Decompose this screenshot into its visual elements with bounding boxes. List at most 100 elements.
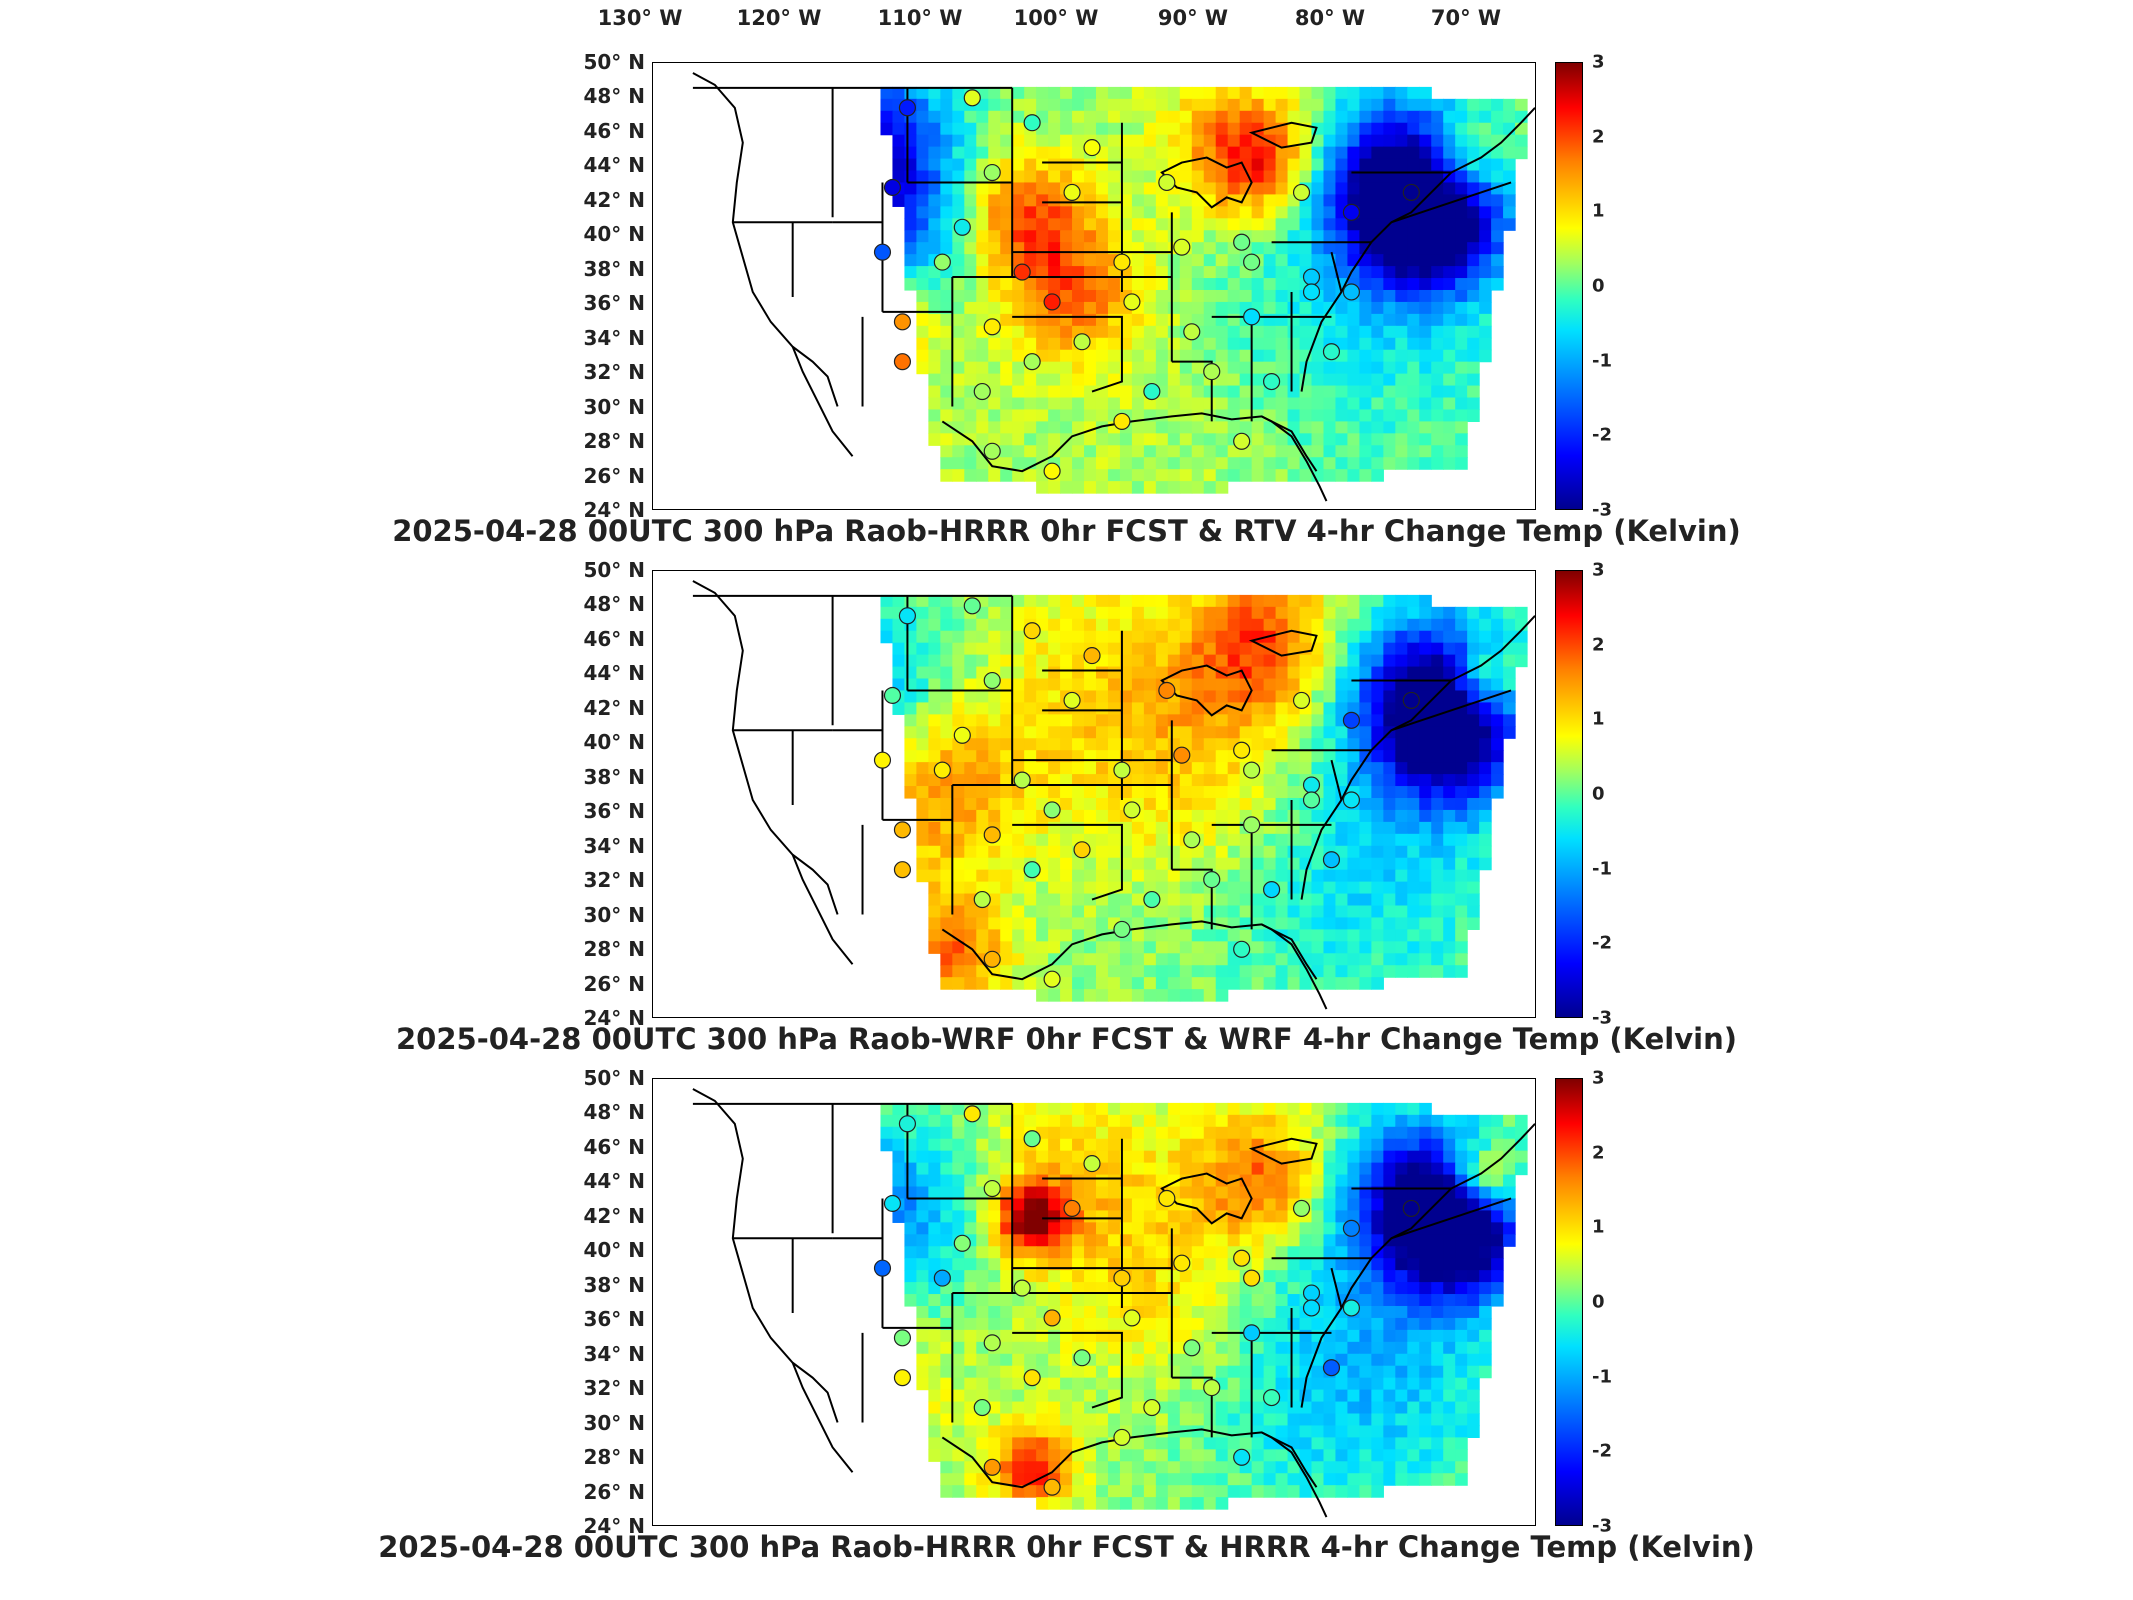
boundary-line xyxy=(692,580,839,915)
station-marker xyxy=(1143,1398,1161,1417)
lon-tick-label: 110° W xyxy=(877,6,963,30)
boundary-line xyxy=(1160,629,1318,717)
lat-tick-label: 38° N xyxy=(583,1272,645,1297)
lat-tick-label: 32° N xyxy=(583,868,645,893)
lat-tick-label: 30° N xyxy=(583,394,645,419)
colorbar-tick-label: 2 xyxy=(1592,126,1605,148)
station-marker xyxy=(1263,881,1281,899)
temperature-field xyxy=(880,594,1528,1002)
station-marker xyxy=(1063,691,1081,709)
station-marker xyxy=(873,1259,892,1277)
boundary-line xyxy=(1330,759,1343,801)
station-marker xyxy=(1302,776,1321,794)
colorbar-tick-label: 0 xyxy=(1592,1291,1605,1313)
map-rtv xyxy=(652,62,1536,510)
station-marker xyxy=(873,243,892,261)
colorbar-tick-label: -3 xyxy=(1592,1515,1612,1537)
station-marker xyxy=(1083,1155,1101,1173)
station-marker xyxy=(933,1269,951,1287)
station-marker xyxy=(1023,353,1041,371)
temperature-field xyxy=(880,1102,1528,1510)
station-marker xyxy=(1342,711,1360,729)
station-marker xyxy=(1083,139,1101,157)
lat-tick-label: 30° N xyxy=(583,1410,645,1435)
lat-tick-label: 48° N xyxy=(583,1100,645,1125)
lon-tick-label: 70° W xyxy=(1430,6,1502,30)
raob-stations xyxy=(873,89,1420,480)
boundary-line xyxy=(1391,1197,1512,1240)
station-marker xyxy=(1023,1130,1041,1148)
station-marker xyxy=(953,218,971,236)
station-marker xyxy=(1013,263,1031,281)
boundaries xyxy=(692,72,1535,502)
station-marker xyxy=(1302,1299,1321,1317)
station-marker xyxy=(973,1398,991,1417)
lat-tick-label: 50° N xyxy=(583,50,645,74)
colorbar-tick-label: 2 xyxy=(1592,634,1605,656)
station-marker xyxy=(893,1329,912,1347)
station-marker xyxy=(873,751,892,769)
raob-stations xyxy=(873,1105,1420,1496)
station-marker xyxy=(1233,741,1251,759)
station-marker xyxy=(1243,816,1261,834)
boundary-line xyxy=(1171,868,1213,930)
boundary-line xyxy=(791,1362,854,1473)
station-marker xyxy=(1173,238,1191,256)
station-marker xyxy=(1083,647,1101,665)
station-marker xyxy=(1013,1279,1031,1297)
colorbar-tick-label: 3 xyxy=(1592,559,1605,581)
colorbar-tick-label: -1 xyxy=(1592,858,1612,880)
station-marker xyxy=(1292,691,1311,709)
station-marker xyxy=(1322,343,1341,361)
station-marker xyxy=(1302,268,1321,286)
colorbar-tick-label: -3 xyxy=(1592,1007,1612,1029)
boundary-line xyxy=(692,72,839,407)
lat-tick-label: 44° N xyxy=(583,1169,645,1194)
station-marker xyxy=(1203,1379,1221,1397)
station-marker xyxy=(1243,761,1261,779)
boundary-line xyxy=(1391,181,1512,224)
station-marker xyxy=(1263,1389,1281,1407)
station-marker xyxy=(898,607,917,625)
station-marker xyxy=(983,826,1001,844)
lat-tick-label: 28° N xyxy=(583,429,645,454)
station-marker xyxy=(898,1115,917,1133)
boundaries xyxy=(692,580,1535,1010)
station-marker xyxy=(953,726,971,744)
station-marker xyxy=(883,178,902,197)
colorbar-tick-label: 3 xyxy=(1592,51,1605,73)
lon-tick-label: 90° W xyxy=(1157,6,1229,30)
station-marker xyxy=(1023,114,1041,132)
station-marker xyxy=(1402,1199,1420,1217)
boundary-line xyxy=(941,920,1318,981)
station-marker xyxy=(1073,841,1091,859)
colorbar-tick-label: -2 xyxy=(1592,1440,1612,1462)
lat-tick-label: 26° N xyxy=(583,1479,645,1504)
station-marker xyxy=(1073,1349,1091,1367)
station-marker xyxy=(1113,412,1131,430)
colorbar-tick-label: 1 xyxy=(1592,708,1605,730)
station-marker xyxy=(1183,323,1201,341)
station-marker xyxy=(973,890,991,909)
station-marker xyxy=(953,1234,971,1252)
station-marker xyxy=(1123,1309,1141,1327)
station-marker xyxy=(1123,293,1141,311)
station-marker xyxy=(1263,373,1281,391)
lat-tick-label: 32° N xyxy=(583,1376,645,1401)
boundary-line xyxy=(1261,415,1328,502)
lat-tick-label: 26° N xyxy=(583,971,645,996)
boundary-line xyxy=(1261,923,1328,1010)
station-marker xyxy=(1113,253,1131,271)
lon-tick-label: 130° W xyxy=(597,6,683,30)
boundary-line xyxy=(1171,1376,1213,1438)
lat-tick-label: 50° N xyxy=(583,558,645,582)
station-marker xyxy=(1023,861,1041,879)
colorbar-tick-label: -2 xyxy=(1592,424,1612,446)
lat-tick-label: 38° N xyxy=(583,256,645,281)
boundary-line xyxy=(1391,689,1512,732)
boundary-line xyxy=(1261,1431,1328,1518)
panel-title: 2025-04-28 00UTC 300 hPa Raob-HRRR 0hr F… xyxy=(378,1530,1755,1564)
colorbar-tick-label: -3 xyxy=(1592,499,1612,521)
lat-tick-label: 42° N xyxy=(583,695,645,720)
raob-stations xyxy=(873,597,1420,988)
